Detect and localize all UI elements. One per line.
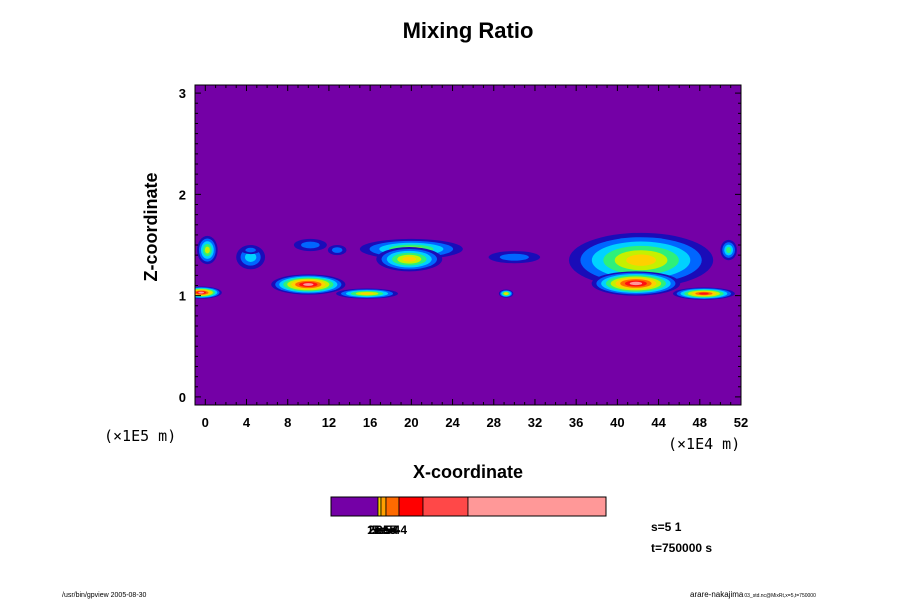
x-tick-label: 12 (322, 415, 336, 430)
contour-level-3 (726, 247, 732, 254)
cloud-blob-14 (673, 287, 735, 300)
y-tick-label: 1 (179, 289, 186, 304)
colorbar-labels: 1e-52e-55e-51e-42e-45e-4 (367, 523, 407, 537)
contour-level-2 (244, 252, 257, 262)
y-tick-label: 2 (179, 187, 186, 202)
x-tick-label: 8 (284, 415, 291, 430)
contour-level-8 (629, 281, 643, 286)
x-tick-label: 0 (202, 415, 209, 430)
colorbar-segment (398, 496, 424, 517)
cloud-blob-1 (195, 286, 222, 299)
x-axis-label: X-coordinate (413, 462, 523, 482)
x-tick-label: 32 (528, 415, 542, 430)
contour-level-8 (303, 283, 314, 286)
x-tick-label: 40 (610, 415, 624, 430)
cloud-blob-5 (327, 245, 347, 256)
colorbar-segment (422, 496, 469, 517)
colorbar-tick-label: 5e-5 (372, 523, 396, 537)
y-tick-label: 0 (179, 390, 186, 405)
colorbar-segment (467, 496, 607, 517)
colorbar-segment (385, 496, 400, 517)
contour-level-7 (699, 292, 709, 295)
x-tick-label: 20 (404, 415, 418, 430)
contour-level-1 (499, 253, 529, 261)
chart-title: Mixing Ratio (403, 18, 534, 43)
cloud-blob-15 (720, 239, 737, 261)
x-unit-label: (×1E4 m) (668, 435, 740, 453)
y-tick-label: 3 (179, 86, 186, 101)
contour-level-1 (245, 247, 256, 253)
colorbar-tick-label: 2e-5 (368, 523, 392, 537)
cloud-blob-9 (376, 247, 443, 272)
colorbar-segment (380, 496, 387, 517)
cloud-blob-12 (568, 232, 714, 288)
contour-level-1 (331, 247, 343, 253)
contour-level-5 (360, 292, 374, 295)
colorbar-segment (330, 496, 379, 517)
x-tick-label: 16 (363, 415, 377, 430)
x-tick-label: 24 (445, 415, 460, 430)
footer-right: arare-nakajima03_std.nc@MixRt,x=5,t=7500… (690, 590, 816, 599)
cloud-blob-4 (293, 238, 327, 252)
x-tick-label: 28 (487, 415, 501, 430)
contour-level-8 (198, 291, 205, 294)
axis-ticks (195, 85, 742, 405)
x-tick-label: 44 (651, 415, 666, 430)
x-tick-label: 4 (243, 415, 251, 430)
x-tick-labels: 0 4 8 12 16 20 24 28 32 36 40 44 48 52 (202, 415, 749, 430)
colorbar-tick-label: 5e-4 (383, 523, 407, 537)
colorbar-tick-label: 2e-4 (376, 523, 400, 537)
colorbar-tick-label: 1e-4 (374, 523, 398, 537)
cloud-blob-0 (197, 235, 218, 265)
contour-level-5 (504, 292, 508, 295)
y-axis-label: Z-coordinate (141, 172, 161, 281)
footer-right-sub: 03_std.nc@MixRt,x=5,t=750000 (744, 593, 816, 599)
colorbar-segment (377, 496, 382, 517)
contour-level-5 (402, 256, 417, 262)
x-tick-label: 48 (693, 415, 707, 430)
colorbar-frame (330, 496, 607, 517)
y-tick-labels: 0 1 2 3 (179, 86, 186, 405)
cloud-blob-13 (591, 271, 681, 296)
cloud-blob-3 (241, 246, 260, 255)
contour-level-5 (626, 254, 656, 266)
cloud-blob-11 (498, 289, 514, 298)
colorbar-tick-label: 1e-5 (367, 523, 391, 537)
cloud-blob-7 (336, 288, 398, 299)
x-tick-label: 52 (734, 415, 748, 430)
annotation-s: s=5 1 (651, 520, 682, 534)
contour-level-4 (204, 246, 210, 254)
mixing-ratio-field (195, 232, 737, 300)
cloud-blob-10 (488, 251, 541, 264)
footer-left: /usr/bin/gpview 2005-08-30 (62, 592, 147, 599)
cloud-blob-6 (271, 274, 346, 295)
colorbar (330, 496, 607, 517)
x-tick-label: 36 (569, 415, 583, 430)
y-unit-label: (×1E5 m) (104, 427, 176, 445)
contour-level-1 (301, 241, 320, 249)
footer-right-main: arare-nakajima (690, 590, 744, 599)
annotation-t: t=750000 s (651, 541, 712, 555)
